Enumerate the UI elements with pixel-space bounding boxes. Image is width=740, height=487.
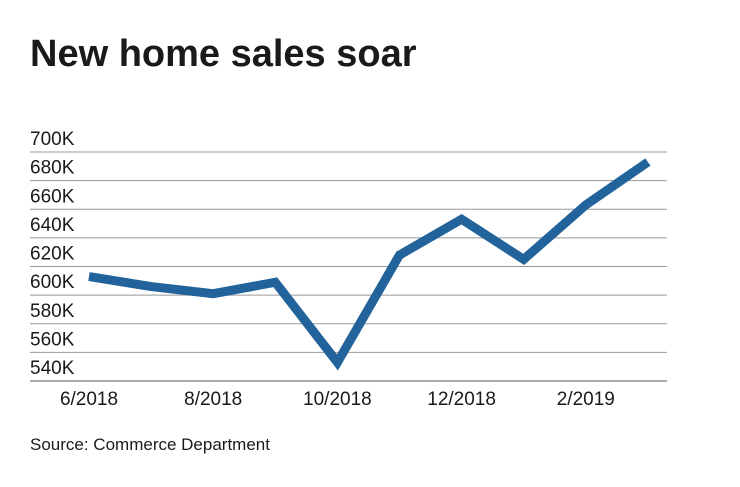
y-tick-label: 600K	[30, 272, 75, 293]
y-tick-label: 680K	[30, 158, 75, 179]
x-tick-label: 8/2018	[184, 389, 242, 410]
data-line	[88, 158, 651, 371]
x-tick-label: 2/2019	[557, 389, 615, 410]
x-tick-label: 10/2018	[303, 389, 372, 410]
y-tick-label: 700K	[30, 129, 75, 150]
y-tick-label: 660K	[30, 186, 75, 207]
y-tick-label: 640K	[30, 215, 75, 236]
chart-title: New home sales soar	[30, 33, 417, 75]
y-tick-label: 560K	[30, 329, 75, 350]
source-note: Source: Commerce Department	[30, 435, 270, 454]
x-tick-label: 6/2018	[60, 389, 118, 410]
y-tick-label: 540K	[30, 358, 75, 379]
y-tick-label: 580K	[30, 301, 75, 322]
y-tick-label: 620K	[30, 244, 75, 265]
x-tick-label: 12/2018	[427, 389, 496, 410]
